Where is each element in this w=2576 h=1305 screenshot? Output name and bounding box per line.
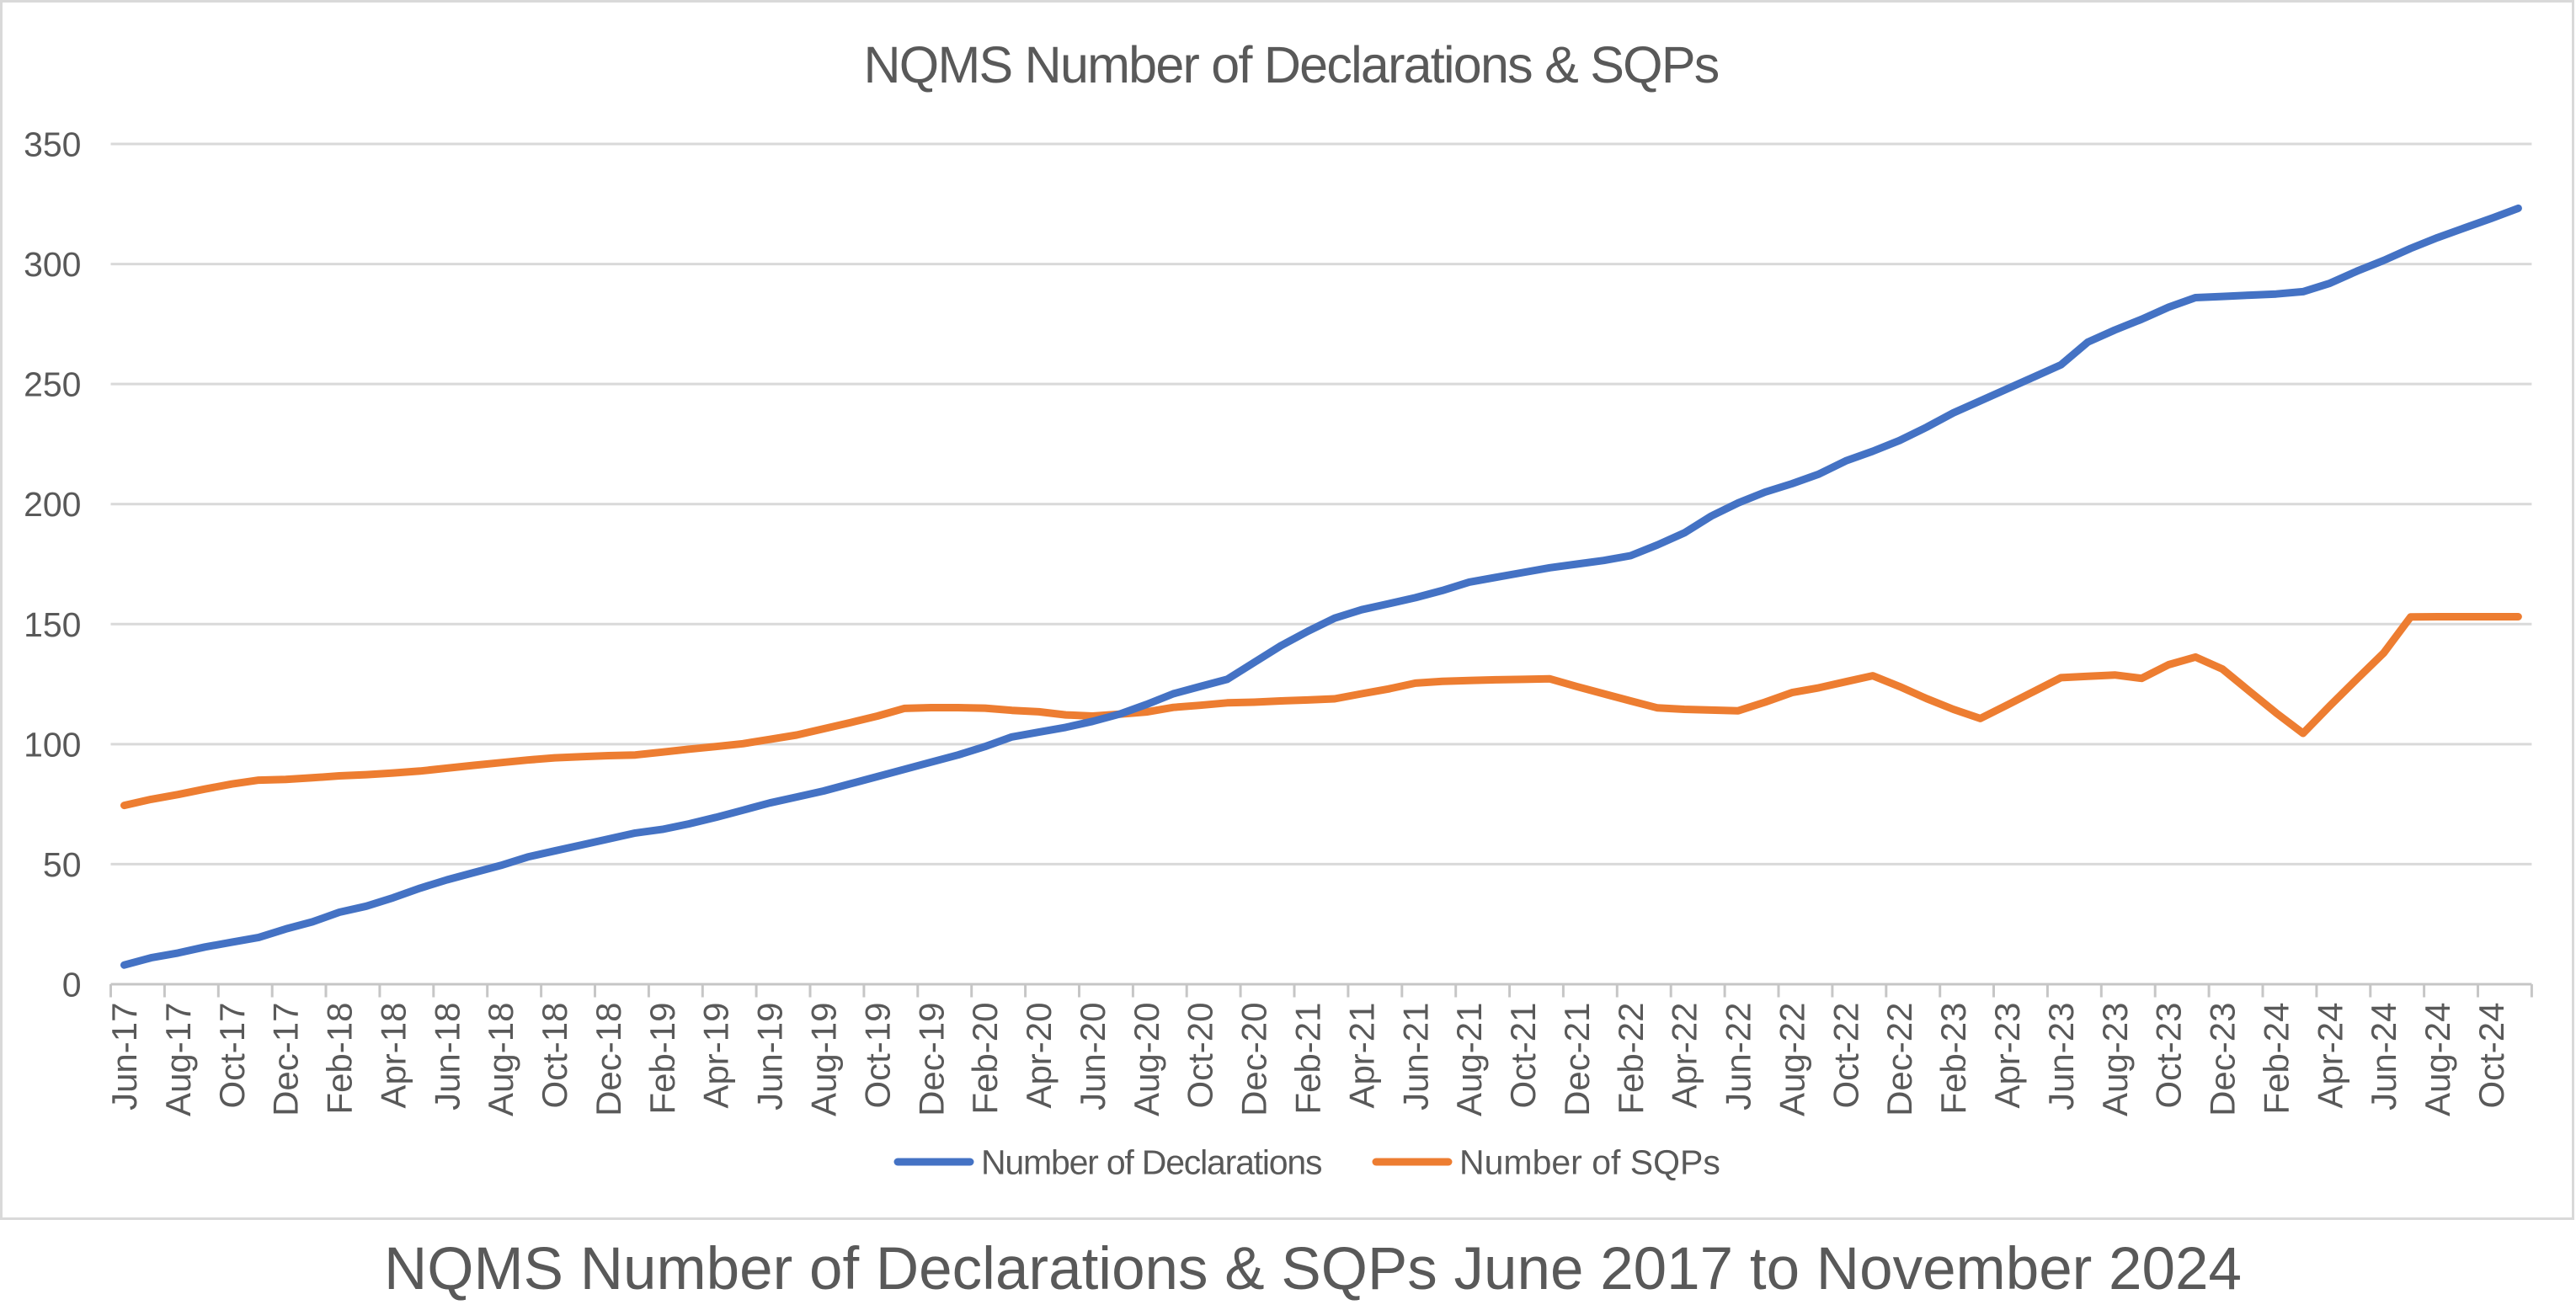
svg-text:200: 200 xyxy=(24,485,81,524)
svg-text:Apr-24: Apr-24 xyxy=(2310,1003,2349,1109)
svg-text:Aug-20: Aug-20 xyxy=(1127,1003,1166,1116)
svg-text:Jun-18: Jun-18 xyxy=(427,1003,467,1111)
svg-text:Aug-23: Aug-23 xyxy=(2095,1003,2135,1116)
svg-text:Feb-22: Feb-22 xyxy=(1611,1003,1651,1115)
svg-text:100: 100 xyxy=(24,725,81,764)
svg-text:Jun-23: Jun-23 xyxy=(2041,1003,2081,1111)
svg-text:150: 150 xyxy=(24,605,81,644)
svg-text:Number of SQPs: Number of SQPs xyxy=(1459,1143,1720,1182)
svg-text:Dec-22: Dec-22 xyxy=(1880,1003,1919,1116)
svg-text:Jun-19: Jun-19 xyxy=(750,1003,790,1111)
svg-text:Oct-23: Oct-23 xyxy=(2149,1003,2189,1109)
svg-text:Dec-17: Dec-17 xyxy=(266,1003,306,1116)
svg-text:Dec-20: Dec-20 xyxy=(1235,1003,1274,1116)
svg-text:Feb-18: Feb-18 xyxy=(320,1003,360,1115)
svg-text:300: 300 xyxy=(24,245,81,284)
svg-text:Jun-22: Jun-22 xyxy=(1719,1003,1758,1111)
svg-text:Feb-24: Feb-24 xyxy=(2256,1003,2296,1115)
svg-text:Jun-24: Jun-24 xyxy=(2364,1003,2403,1111)
svg-text:50: 50 xyxy=(43,845,82,884)
svg-text:Aug-18: Aug-18 xyxy=(481,1003,520,1116)
svg-text:Apr-18: Apr-18 xyxy=(373,1003,413,1109)
svg-text:Apr-19: Apr-19 xyxy=(696,1003,736,1109)
svg-text:Aug-22: Aug-22 xyxy=(1773,1003,1812,1116)
svg-text:350: 350 xyxy=(24,125,81,164)
svg-text:Jun-17: Jun-17 xyxy=(104,1003,144,1111)
svg-text:Feb-21: Feb-21 xyxy=(1288,1003,1328,1115)
svg-text:Oct-21: Oct-21 xyxy=(1503,1003,1543,1109)
svg-text:Aug-19: Aug-19 xyxy=(804,1003,844,1116)
svg-text:Apr-20: Apr-20 xyxy=(1019,1003,1059,1109)
svg-text:Feb-20: Feb-20 xyxy=(965,1003,1005,1115)
svg-text:Apr-23: Apr-23 xyxy=(1987,1003,2027,1109)
svg-text:Number of Declarations: Number of Declarations xyxy=(981,1143,1322,1182)
svg-text:Oct-22: Oct-22 xyxy=(1826,1003,1865,1109)
svg-text:Apr-22: Apr-22 xyxy=(1665,1003,1704,1109)
svg-text:Oct-20: Oct-20 xyxy=(1181,1003,1220,1109)
svg-text:Dec-18: Dec-18 xyxy=(589,1003,628,1116)
svg-text:Dec-19: Dec-19 xyxy=(911,1003,951,1116)
svg-text:NQMS Number of Declarations &: NQMS Number of Declarations & SQPs xyxy=(863,36,1718,93)
svg-text:Oct-24: Oct-24 xyxy=(2472,1003,2511,1109)
svg-text:Aug-21: Aug-21 xyxy=(1449,1003,1489,1116)
svg-text:Aug-24: Aug-24 xyxy=(2418,1003,2457,1116)
svg-text:Feb-23: Feb-23 xyxy=(1933,1003,1973,1115)
svg-text:Dec-23: Dec-23 xyxy=(2203,1003,2243,1116)
svg-text:Dec-21: Dec-21 xyxy=(1557,1003,1597,1116)
svg-text:0: 0 xyxy=(62,966,82,1004)
svg-text:Jun-20: Jun-20 xyxy=(1073,1003,1112,1111)
svg-text:250: 250 xyxy=(24,365,81,404)
svg-text:Apr-21: Apr-21 xyxy=(1341,1003,1381,1109)
svg-text:Oct-18: Oct-18 xyxy=(535,1003,574,1109)
svg-text:Feb-19: Feb-19 xyxy=(643,1003,682,1115)
svg-text:Aug-17: Aug-17 xyxy=(158,1003,198,1116)
svg-text:NQMS Number of Declarations &: NQMS Number of Declarations & SQPs June … xyxy=(384,1236,2242,1302)
svg-text:Jun-21: Jun-21 xyxy=(1395,1003,1435,1111)
svg-text:Oct-19: Oct-19 xyxy=(857,1003,897,1109)
svg-text:Oct-17: Oct-17 xyxy=(212,1003,252,1109)
